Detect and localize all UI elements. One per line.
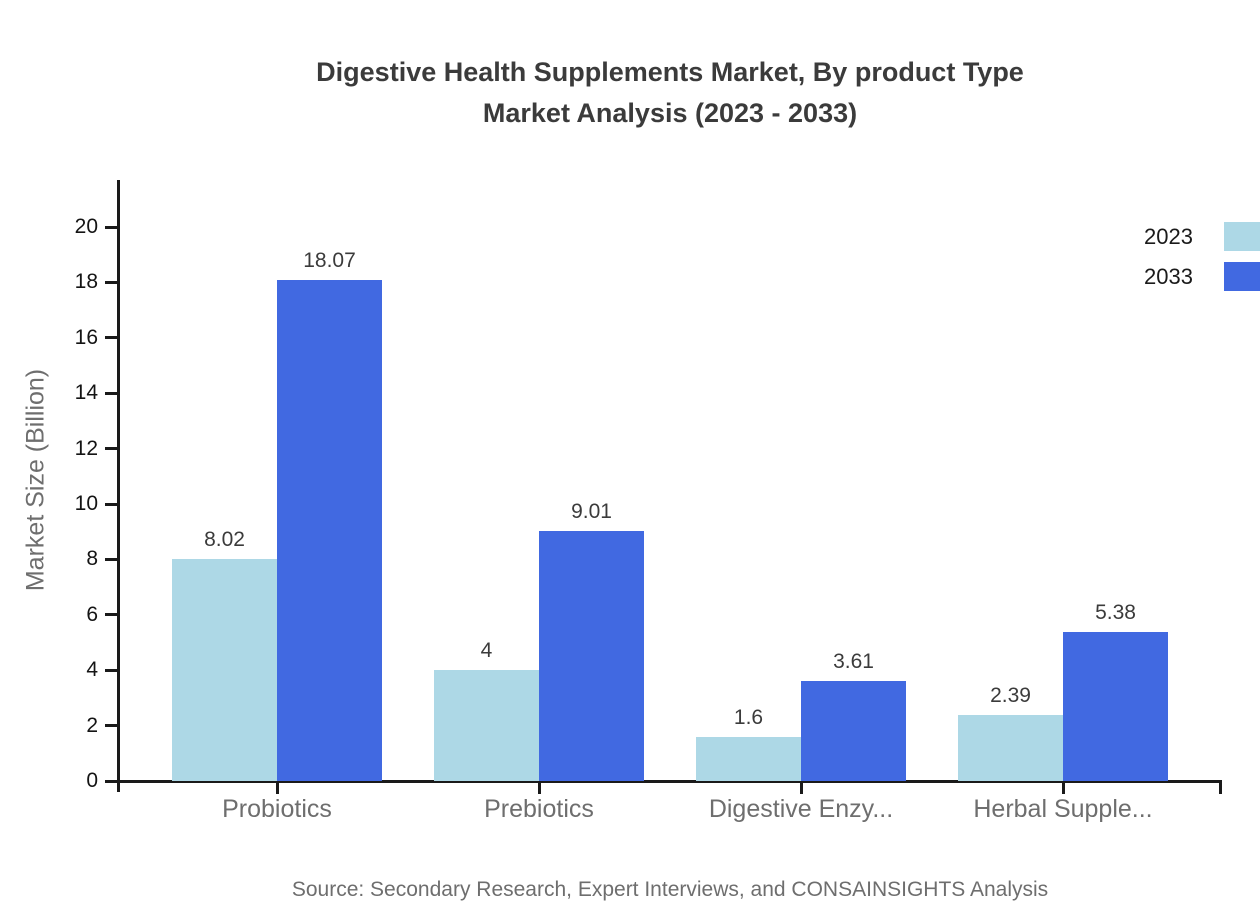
title-line-2: Market Analysis (2023 - 2033) <box>482 98 858 128</box>
y-axis-tick <box>105 502 117 506</box>
y-axis-tick-label: 10 <box>74 492 98 515</box>
title-line-1: Digestive Health Supplements Market, By … <box>316 57 1024 87</box>
y-axis-tick <box>105 336 117 340</box>
y-axis-tick <box>105 280 117 284</box>
bar-value-label-2033-digestive-enzy: 3.61 <box>833 650 874 673</box>
x-axis-tick <box>1061 781 1065 794</box>
bar-2033-herbal-supple <box>1063 632 1168 781</box>
legend-swatch-2033 <box>1224 262 1260 291</box>
bar-value-label-2023-prebiotics: 4 <box>480 639 493 662</box>
x-axis-category-label: Herbal Supple... <box>973 795 1153 823</box>
bar-value-label-2023-digestive-enzy: 1.6 <box>733 706 764 729</box>
y-axis-tick-label: 6 <box>86 602 98 626</box>
bar-2023-prebiotics <box>434 670 539 781</box>
y-axis-tick <box>105 668 117 672</box>
y-axis-tick-label: 4 <box>86 658 98 682</box>
legend-label-2023: 2023 <box>1144 224 1193 249</box>
y-axis-tick <box>105 779 117 783</box>
y-axis-tick-label: 12 <box>74 436 98 460</box>
y-axis-tick-label: 0 <box>86 769 98 792</box>
legend-swatch-2023 <box>1224 222 1260 251</box>
x-axis-tick <box>275 781 279 794</box>
x-axis-category-label: Digestive Enzy... <box>708 795 894 823</box>
y-axis-tick-label: 20 <box>74 215 98 238</box>
legend-item-2033: 2033 <box>1144 262 1260 291</box>
bar-value-label-2033-herbal-supple: 5.38 <box>1095 601 1136 624</box>
y-axis-line <box>117 180 120 792</box>
y-axis-tick-label: 14 <box>74 381 98 405</box>
bar-value-label-2033-prebiotics: 9.01 <box>571 500 612 523</box>
x-axis-line <box>106 779 1222 783</box>
y-axis-tick-label: 16 <box>74 325 98 349</box>
y-axis-tick-label: 18 <box>74 270 98 294</box>
x-axis-tick <box>799 781 803 794</box>
y-axis-tick-label: 8 <box>86 547 98 571</box>
legend-label-2033: 2033 <box>1144 264 1193 289</box>
bar-value-label-2023-probiotics: 8.02 <box>204 528 245 551</box>
bar-2023-digestive-enzy <box>696 737 801 781</box>
x-axis-category-label: Prebiotics <box>484 795 594 823</box>
y-axis-tick-label: 2 <box>86 713 98 737</box>
x-axis-end-tick <box>1219 781 1222 794</box>
y-axis-tick <box>105 391 117 395</box>
x-axis-category-label: Probiotics <box>222 795 332 823</box>
source-note: Source: Secondary Research, Expert Inter… <box>291 878 1049 901</box>
y-axis-tick <box>105 613 117 617</box>
bar-2023-probiotics <box>172 559 277 781</box>
bar-value-label-2023-herbal-supple: 2.39 <box>990 684 1031 707</box>
bar-2023-herbal-supple <box>958 715 1063 781</box>
bar-2033-prebiotics <box>539 531 644 781</box>
y-axis-tick <box>105 557 117 561</box>
y-axis-tick <box>105 225 117 229</box>
bar-2033-digestive-enzy <box>801 681 906 781</box>
y-axis-tick <box>105 447 117 451</box>
legend-item-2023: 2023 <box>1144 222 1260 251</box>
bar-2033-probiotics <box>277 280 382 781</box>
legend: 2023 2033 <box>1144 222 1260 302</box>
x-axis-tick <box>537 781 541 794</box>
y-axis-tick <box>105 724 117 728</box>
bar-value-label-2033-probiotics: 18.07 <box>303 249 356 272</box>
page-title: Digestive Health Supplements Market, By … <box>80 52 1260 134</box>
